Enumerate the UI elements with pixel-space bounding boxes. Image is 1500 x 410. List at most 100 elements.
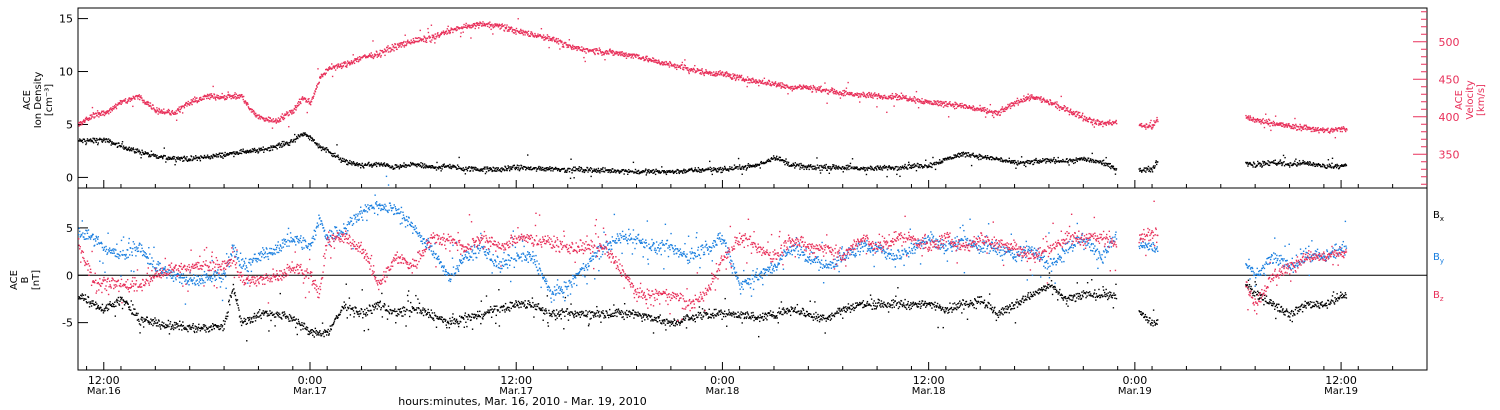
velocity-dot <box>1269 122 1272 124</box>
density-dot <box>800 162 802 165</box>
density-dot <box>607 169 610 171</box>
velocity-dot <box>936 100 938 103</box>
velocity-dot <box>828 89 830 91</box>
velocity-dot <box>779 85 781 87</box>
velocity-dot <box>508 26 510 28</box>
density-dot <box>411 163 413 165</box>
velocity-dot <box>681 61 684 64</box>
velocity-dot <box>231 94 233 97</box>
density-dot <box>707 167 709 169</box>
velocity-dot <box>731 78 734 80</box>
density-dot <box>742 165 744 168</box>
velocity-dot <box>322 75 324 78</box>
velocity-dot <box>840 93 842 95</box>
velocity-dot <box>493 26 496 28</box>
velocity-dot <box>816 87 818 89</box>
velocity-dot <box>1295 125 1297 127</box>
density-dot <box>802 164 805 167</box>
velocity-dot <box>1099 122 1102 125</box>
velocity-dot <box>127 99 129 101</box>
density-dot <box>381 164 384 166</box>
density-dot <box>1317 163 1319 166</box>
velocity-dot <box>232 94 235 97</box>
velocity-dot <box>1296 129 1299 131</box>
velocity-dot <box>161 110 163 112</box>
density-dot <box>1157 161 1159 163</box>
density-dot <box>874 167 876 169</box>
velocity-dot <box>103 111 105 114</box>
density-dot <box>207 157 210 159</box>
density-dot <box>728 170 730 172</box>
velocity-dot <box>755 80 758 83</box>
density-dot <box>884 167 886 169</box>
velocity-dot <box>1143 126 1146 128</box>
velocity-dot <box>319 77 321 79</box>
velocity-dot <box>1086 119 1088 121</box>
density-dot <box>582 171 584 173</box>
velocity-dot <box>910 98 912 100</box>
density-dot <box>837 165 840 168</box>
velocity-dot <box>809 86 811 88</box>
velocity-dot <box>909 96 911 98</box>
density-dot <box>655 168 657 171</box>
density-dot <box>636 170 638 172</box>
density-dot <box>127 147 129 150</box>
density-dot <box>1295 164 1298 166</box>
density-dot <box>412 162 414 164</box>
density-dot <box>698 170 700 172</box>
density-dot <box>1014 161 1017 164</box>
density-dot <box>89 138 92 140</box>
velocity-dot <box>895 93 897 95</box>
velocity-dot <box>259 115 261 118</box>
density-dot <box>708 168 710 170</box>
density-dot <box>941 160 943 162</box>
density-dot <box>232 152 234 154</box>
density-dot <box>512 166 514 169</box>
density-dot <box>1261 165 1264 167</box>
density-dot <box>173 156 176 158</box>
density-dot <box>737 157 740 160</box>
density-dot <box>876 169 878 171</box>
velocity-dot <box>378 53 381 56</box>
velocity-dot <box>726 72 728 74</box>
density-dot <box>787 163 789 165</box>
velocity-dot <box>1023 95 1025 97</box>
velocity-dot <box>729 76 732 79</box>
x-tick-date: Mar.16 <box>87 386 121 397</box>
density-dot <box>703 170 706 172</box>
velocity-dot <box>179 111 181 113</box>
density-dot <box>331 154 333 157</box>
density-dot <box>211 156 213 158</box>
density-dot <box>988 158 991 161</box>
density-dot <box>469 170 472 172</box>
density-dot <box>1014 159 1016 162</box>
velocity-dot <box>1075 115 1077 118</box>
velocity-dot <box>307 100 310 102</box>
density-dot <box>124 147 127 150</box>
density-dot <box>677 169 679 171</box>
velocity-dot <box>406 40 409 43</box>
velocity-dot <box>899 95 901 98</box>
density-dot <box>499 169 501 171</box>
density-dot <box>457 167 459 170</box>
density-dot <box>1054 159 1057 161</box>
velocity-dot <box>817 88 819 90</box>
density-dot <box>1069 160 1072 162</box>
velocity-dot <box>358 56 361 58</box>
velocity-dot <box>873 95 876 97</box>
density-dot <box>546 166 548 169</box>
velocity-dot <box>522 29 524 32</box>
density-dot <box>172 158 174 160</box>
velocity-dot <box>735 78 737 80</box>
velocity-dot <box>277 120 279 123</box>
velocity-dot <box>715 71 717 73</box>
density-dot <box>1015 161 1018 164</box>
velocity-dot <box>283 114 285 117</box>
velocity-dot <box>282 118 284 120</box>
velocity-dot <box>1254 121 1256 123</box>
velocity-dot <box>1046 100 1049 102</box>
density-dot <box>1020 156 1023 158</box>
density-dot <box>257 151 260 153</box>
density-dot <box>341 160 343 162</box>
density-dot <box>1254 166 1257 168</box>
